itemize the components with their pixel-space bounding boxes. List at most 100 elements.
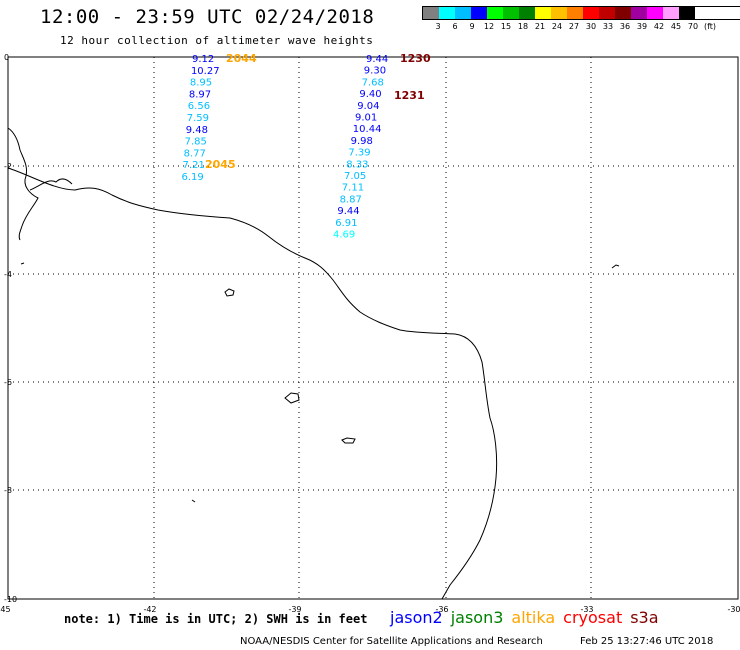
swh-value: 9.01 [355, 113, 377, 124]
swh-value: 8.77 [184, 148, 206, 159]
island-1 [224, 288, 235, 297]
swh-value: 9.30 [364, 66, 386, 77]
y-tick-label: -6 [4, 378, 12, 387]
swh-value: 6.91 [335, 218, 357, 229]
legend-label: 18 [517, 22, 529, 31]
coastline-west [7, 127, 73, 241]
satellite-name: s3a [630, 608, 659, 627]
swh-value: 8.87 [340, 194, 362, 205]
island-5 [20, 262, 25, 265]
island-3 [341, 437, 356, 444]
legend-label: 6 [452, 22, 458, 31]
swh-value: 9.04 [357, 101, 379, 112]
y-tick-label: 0 [4, 53, 9, 62]
legend-swatch [423, 7, 439, 19]
legend-label: 45 [670, 22, 682, 31]
swh-value: 7.05 [344, 171, 366, 182]
island-4 [611, 264, 620, 269]
legend-swatches [422, 6, 740, 20]
time-label: 1230 [400, 52, 431, 65]
island-6 [191, 499, 196, 503]
coastline [7, 167, 498, 600]
legend-label: 39 [636, 22, 648, 31]
island-2 [284, 392, 300, 404]
x-tick-label: -45 [0, 605, 11, 614]
swh-value: 7.39 [348, 148, 370, 159]
y-tick-label: -10 [4, 595, 17, 604]
legend-swatch [535, 7, 551, 19]
legend-labels: 3 6 9 12 15 18 21 24 27 30 33 36 39 42 45 70 (ft) [422, 22, 740, 34]
legend-label: 3 [435, 22, 441, 31]
swh-value: 9.12 [192, 54, 214, 65]
legend-swatch [583, 7, 599, 19]
swh-value: 7.85 [185, 137, 207, 148]
legend-swatch [647, 7, 663, 19]
satellite-name: jason3 [450, 608, 504, 627]
legend-swatch [439, 7, 455, 19]
x-tick-label: -39 [288, 605, 301, 614]
footer-note: note: 1) Time is in UTC; 2) SWH is in fe… [64, 612, 368, 626]
swh-value: 9.40 [359, 89, 381, 100]
x-tick-label: -30 [727, 605, 740, 614]
legend-label: 42 [653, 22, 665, 31]
swh-value: 7.68 [362, 77, 384, 88]
legend-label: 30 [585, 22, 597, 31]
satellite-name: jason2 [390, 608, 443, 627]
legend-label: 24 [551, 22, 563, 31]
y-tick-label: -8 [4, 486, 12, 495]
swh-value: 8.95 [190, 78, 212, 89]
time-label: 2044 [226, 52, 257, 65]
legend-swatch [679, 7, 695, 19]
swh-value: 9.48 [186, 125, 208, 136]
map-subtitle: 12 hour collection of altimeter wave hei… [60, 34, 374, 47]
satellite-name: altika [511, 608, 556, 627]
legend-label: 12 [483, 22, 495, 31]
legend-label: 36 [619, 22, 631, 31]
color-legend: 3 6 9 12 15 18 21 24 27 30 33 36 39 42 45 70 (ft) [422, 6, 740, 34]
swh-value: 8.97 [189, 89, 211, 100]
legend-swatch [471, 7, 487, 19]
legend-swatch [631, 7, 647, 19]
legend-label: 9 [469, 22, 475, 31]
axis-ticks: -45 -42 -39 -36 -33 -30 0 -2 -4 -6 -8 -10 [0, 53, 740, 614]
x-tick-label: -42 [143, 605, 156, 614]
swh-value: 9.98 [351, 136, 373, 147]
footer-timestamp: Feb 25 13:27:46 UTC 2018 [580, 636, 714, 647]
time-label: 2045 [205, 158, 236, 171]
legend-swatch [519, 7, 535, 19]
swh-value: 9.44 [337, 206, 359, 217]
swh-value: 6.19 [182, 172, 204, 183]
swh-value: 10.27 [191, 66, 220, 77]
legend-swatch [567, 7, 583, 19]
legend-label: 33 [602, 22, 614, 31]
legend-label: 27 [568, 22, 580, 31]
legend-label: 15 [500, 22, 512, 31]
legend-swatch [663, 7, 679, 19]
swh-value: 7.21 [183, 160, 205, 171]
swh-value: 7.59 [187, 113, 209, 124]
x-tick-label: -36 [435, 605, 448, 614]
legend-label: 70 [687, 22, 699, 31]
swh-value: 8.33 [346, 159, 368, 170]
legend-label: 21 [534, 22, 546, 31]
legend-label: (ft) [703, 22, 717, 31]
satellite-legend: jason2 jason3 altika cryosat s3a [390, 608, 667, 627]
map-frame [7, 56, 739, 600]
s3a-track: 9.449.307.689.409.049.0110.449.987.398.3… [333, 52, 431, 241]
swh-value: 10.44 [353, 124, 382, 135]
swh-value: 6.56 [188, 101, 210, 112]
altika-track: 9.1210.278.958.976.567.599.487.858.777.2… [182, 52, 257, 183]
y-tick-label: -2 [4, 162, 12, 171]
swh-value: 7.11 [342, 183, 364, 194]
legend-swatch [599, 7, 615, 19]
x-tick-label: -33 [580, 605, 593, 614]
map-title: 12:00 - 23:59 UTC 02/24/2018 [40, 6, 375, 28]
footer-credit: NOAA/NESDIS Center for Satellite Applica… [240, 636, 543, 647]
legend-swatch [615, 7, 631, 19]
y-tick-label: -4 [4, 270, 12, 279]
legend-swatch [503, 7, 519, 19]
swh-value: 9.44 [366, 54, 388, 65]
legend-swatch [455, 7, 471, 19]
legend-swatch [551, 7, 567, 19]
